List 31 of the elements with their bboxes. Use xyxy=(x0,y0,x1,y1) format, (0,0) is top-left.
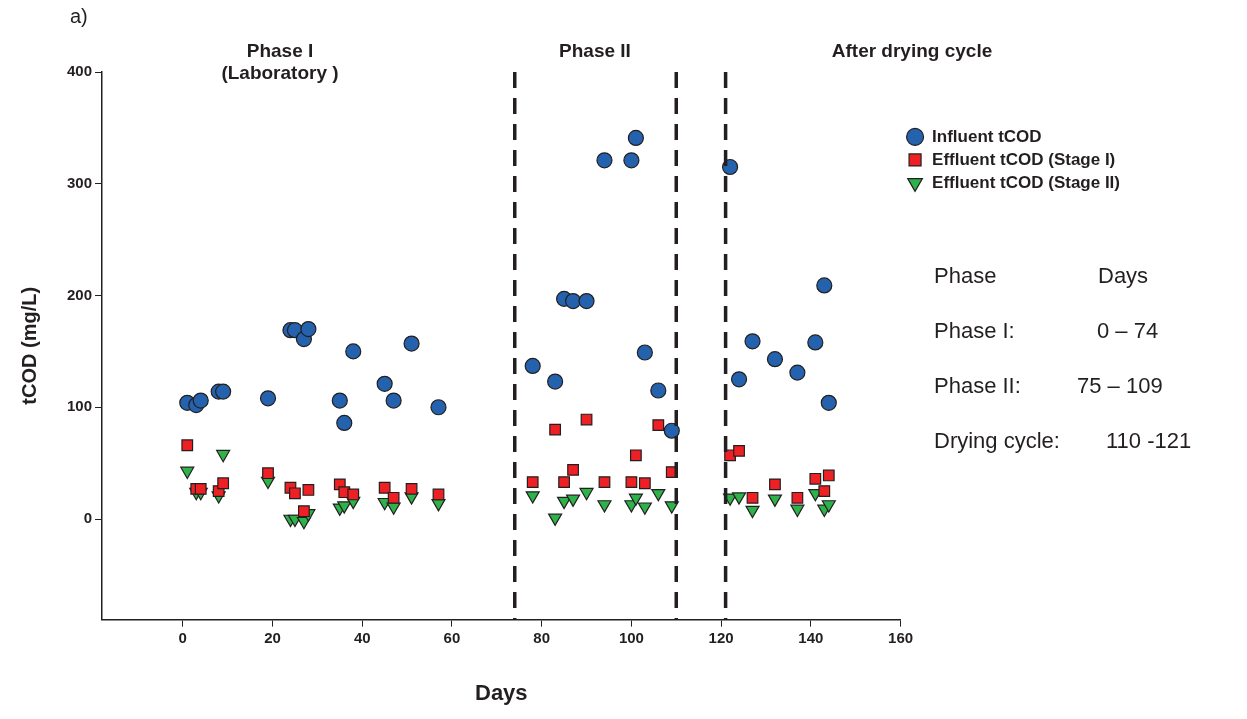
x-tick-label: 60 xyxy=(443,628,461,646)
x-tick-label: 80 xyxy=(533,628,551,646)
text: 75 – 109 xyxy=(1077,373,1163,399)
legend-label: Effluent tCOD (Stage II) xyxy=(932,172,1121,192)
text: Phase xyxy=(934,263,997,289)
y-tick-label: 300 xyxy=(67,173,93,191)
y-tick-label: 400 xyxy=(67,62,93,80)
y-tick-label: 200 xyxy=(67,285,93,303)
x-axis-title: Days xyxy=(475,679,528,705)
x-tick-label: 140 xyxy=(798,628,824,646)
y-axis-title: tCOD (mg/L) xyxy=(17,286,40,405)
y-tick-label: 0 xyxy=(83,509,93,527)
text: 0 – 74 xyxy=(1097,318,1159,344)
text: 110 -121 xyxy=(1106,428,1192,454)
text: Phase II: xyxy=(934,373,1021,399)
text: After drying cycle xyxy=(831,40,993,62)
x-tick-label: 40 xyxy=(353,628,371,646)
y-tick-label: 100 xyxy=(67,397,93,415)
text: Phase I: xyxy=(934,318,1015,344)
legend-label: Effluent tCOD (Stage I) xyxy=(932,149,1116,169)
annotation: Phase I (Laboratory ) xyxy=(221,40,339,84)
x-tick-label: 20 xyxy=(264,628,281,646)
legend-label: Influent tCOD xyxy=(932,126,1042,146)
x-tick-label: 0 xyxy=(178,628,187,646)
x-tick-label: 100 xyxy=(618,628,644,646)
x-tick-label: 160 xyxy=(888,628,914,646)
text: Phase II xyxy=(559,40,631,62)
x-tick-label: 120 xyxy=(708,628,734,646)
text: Days xyxy=(1098,263,1149,289)
text: a) xyxy=(70,5,88,28)
text: Drying cycle: xyxy=(934,428,1060,454)
